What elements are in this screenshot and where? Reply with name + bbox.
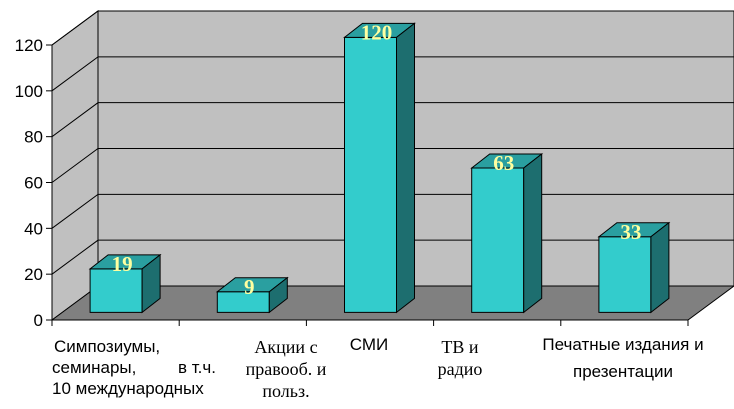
category-label-part: семинары,: [52, 358, 137, 377]
y-tick-label: 120: [15, 36, 43, 55]
bar-side: [650, 221, 670, 314]
bars: [88, 22, 671, 314]
gridline: [51, 102, 734, 138]
category-label-part: в т.ч.: [178, 358, 216, 377]
value-label: 120: [361, 20, 393, 44]
y-tick-label: 20: [24, 265, 43, 284]
category-label-line: ТВ и: [441, 337, 479, 357]
category-label-line: семинары, в т.ч.: [52, 357, 242, 378]
bar: [470, 153, 544, 314]
bar-side: [268, 276, 288, 314]
y-tick-label: 60: [24, 174, 43, 193]
category-label-line: СМИ: [349, 335, 389, 354]
category-label-line: радио: [437, 359, 483, 379]
value-label: 9: [244, 275, 255, 299]
gridline: [51, 10, 734, 46]
value-label: 33: [620, 220, 641, 244]
bar-side: [141, 253, 161, 314]
gridline: [51, 148, 734, 183]
bar-side: [396, 22, 415, 314]
value-labels: 19 9 120 63 33: [112, 20, 642, 298]
category-label-line: польз.: [262, 381, 310, 401]
value-label: 63: [493, 151, 514, 175]
y-tick-label: 80: [24, 128, 43, 147]
y-axis: 0 20 40 60 80 100 120: [15, 36, 689, 330]
value-label: 19: [112, 252, 133, 276]
category-label: Печатные издания и презентации: [516, 334, 730, 382]
category-label-line: правооб. и: [245, 359, 327, 379]
category-label-line: Симпозиумы,: [54, 337, 161, 356]
bar: [597, 221, 671, 314]
category-label-line: Печатные издания и: [542, 335, 704, 354]
bar-side: [523, 153, 543, 314]
category-label-line: 10 международных: [52, 379, 204, 398]
category-label: СМИ: [334, 334, 404, 355]
category-label: Симпозиумы, семинары, в т.ч. 10 междунар…: [52, 336, 242, 399]
category-label: ТВ и радио: [420, 336, 500, 380]
category-label: Акции с правооб. и польз.: [226, 336, 346, 402]
gridline: [51, 56, 734, 92]
gridlines: [51, 10, 734, 275]
bar-front: [598, 236, 652, 313]
category-label-line: Акции с: [254, 337, 318, 357]
bar-front: [344, 36, 397, 313]
bar: [215, 276, 289, 314]
bar: [88, 253, 162, 314]
bar: [343, 22, 416, 314]
y-tick-label: 40: [24, 219, 43, 238]
y-tick-label: 0: [34, 311, 43, 330]
bar-front: [471, 167, 525, 313]
category-label-line: презентации: [573, 362, 673, 381]
y-tick-label: 100: [15, 82, 43, 101]
